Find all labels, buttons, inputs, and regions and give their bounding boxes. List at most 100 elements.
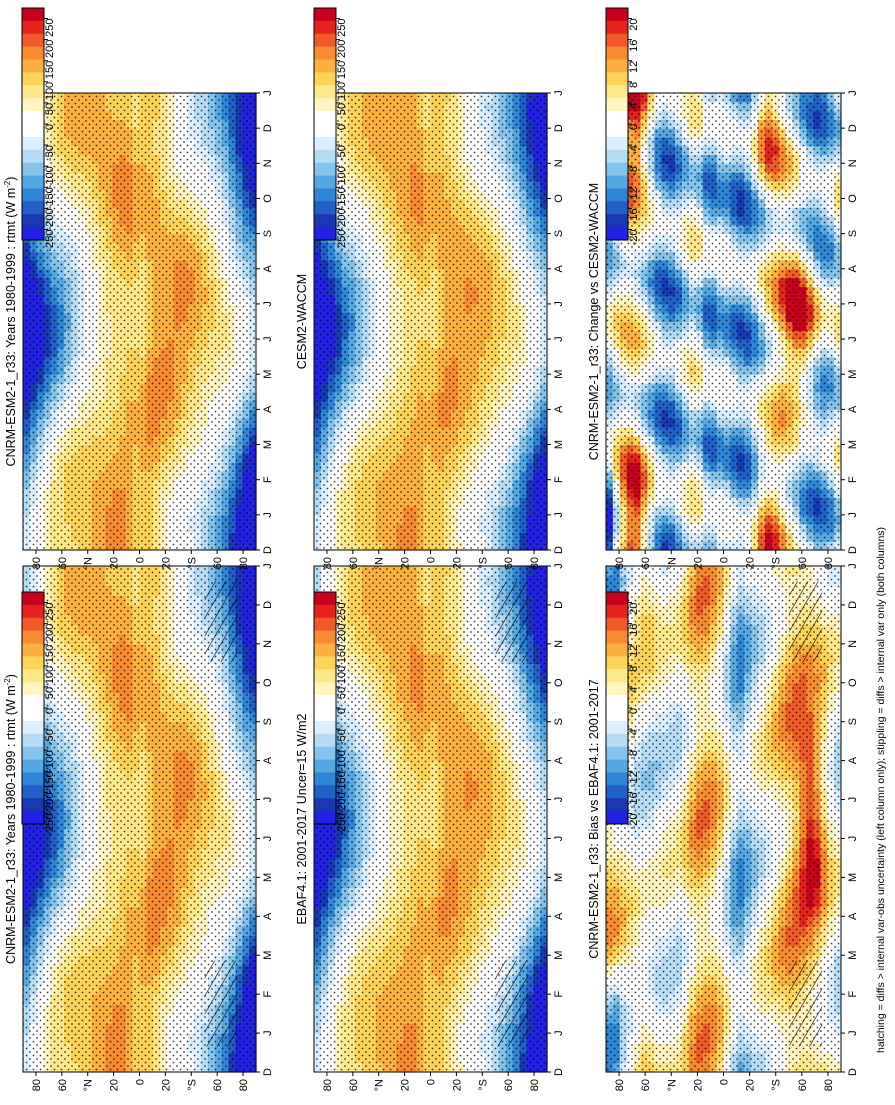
colorbar-swatch <box>314 617 336 632</box>
colorbar-swatch <box>314 643 336 657</box>
x-tick-label: M <box>262 873 274 882</box>
colorbar-label: 150 <box>44 645 56 663</box>
colorbar-label: 100 <box>336 666 348 684</box>
colorbar-swatch <box>22 785 44 799</box>
colorbar-swatch <box>314 759 336 773</box>
x-tick-label: D <box>262 601 274 609</box>
x-tick-label: S <box>262 718 274 725</box>
colorbar-label: -150 <box>336 771 348 793</box>
x-tick-label: A <box>262 756 274 764</box>
colorbar-swatch <box>22 746 44 761</box>
x-tick-label: J <box>262 563 274 569</box>
colorbar-swatch <box>22 643 44 657</box>
colorbar-model: 250 200 150 100 50 0 -50 -100-150-200-250 <box>21 591 56 835</box>
colorbar-swatch <box>314 772 336 786</box>
colorbar-label: -250 <box>44 813 56 835</box>
colorbar-swatch <box>22 682 44 696</box>
colorbar-label: -50 <box>336 729 348 745</box>
x-tick-label: A <box>553 912 565 920</box>
colorbar-swatch <box>22 669 44 683</box>
x-tick-label: A <box>553 756 565 764</box>
colorbar-swatch <box>314 656 336 670</box>
colorbar-swatch <box>314 604 336 619</box>
x-tick-label: N <box>553 640 565 648</box>
colorbar-swatch <box>314 746 336 761</box>
colorbar-swatch <box>22 798 44 812</box>
y-tick-label: 20 <box>400 1079 412 1091</box>
colorbar-swatch <box>314 630 336 645</box>
y-tick-label: °N <box>83 1079 95 1091</box>
x-tick-label: O <box>262 678 274 687</box>
x-tick-label: N <box>262 640 274 648</box>
y-tick-label: 80 <box>529 1079 541 1091</box>
colorbar-swatch <box>22 708 44 722</box>
y-tick-label: 0 <box>135 1079 147 1085</box>
y-tick-label: 20 <box>451 1079 463 1091</box>
x-tick-label: A <box>262 912 274 920</box>
colorbar-swatch <box>314 592 336 606</box>
colorbar-swatch <box>22 695 44 709</box>
colorbar-swatch <box>314 785 336 799</box>
x-tick-label: M <box>553 951 565 960</box>
hatching <box>495 581 529 663</box>
y-tick-label: °S <box>186 1079 198 1091</box>
colorbar-label: -50 <box>44 729 56 745</box>
colorbar-swatch <box>314 708 336 722</box>
panel-title: CNRM-ESM2-1_r33: Years 1980-1999 : rtmt … <box>3 674 18 964</box>
x-tick-label: F <box>553 991 565 998</box>
colorbar-label: -250 <box>336 813 348 835</box>
y-tick-label: 80 <box>238 1079 250 1091</box>
y-tick-label: 0 <box>426 1079 438 1085</box>
x-tick-label: J <box>553 797 565 803</box>
colorbar-label: 100 <box>44 666 56 684</box>
y-tick-label: °S <box>477 1079 489 1091</box>
colorbar-label: -200 <box>44 792 56 814</box>
x-tick-label: M <box>553 873 565 882</box>
colorbar-label: -100 <box>336 750 348 772</box>
colorbar-label: 0 <box>44 708 56 714</box>
colorbar-swatch <box>22 811 44 825</box>
y-tick-label: 60 <box>57 1079 69 1091</box>
panel-title: EBAF4.1: 2001-2017 Uncer=15 W/m2 <box>295 714 309 925</box>
colorbar-swatch <box>22 617 44 632</box>
colorbar-label: -150 <box>44 771 56 793</box>
x-tick-label: S <box>553 718 565 725</box>
colorbar-swatch <box>22 630 44 645</box>
colorbar-label: 0 <box>336 708 348 714</box>
x-tick-label: J <box>553 563 565 569</box>
y-tick-label: 80 <box>322 1079 334 1091</box>
colorbar-swatch <box>314 798 336 812</box>
panel-model: 80 60 °N 20 0 20 °S 60 80DJFMAMJJASONDJCNRM-ESM2… <box>3 563 274 1091</box>
colorbar-swatch <box>22 772 44 786</box>
x-tick-label: J <box>262 1030 274 1036</box>
colorbar-swatch <box>314 669 336 683</box>
x-tick-label: J <box>553 1030 565 1036</box>
colorbar-swatch <box>314 720 336 735</box>
colorbar-label: 200 <box>336 624 348 642</box>
x-tick-label: J <box>262 797 274 803</box>
x-tick-label: D <box>553 1068 565 1076</box>
colorbar-swatch <box>314 682 336 696</box>
colorbar-swatch <box>22 656 44 670</box>
colorbar-label: -200 <box>336 792 348 814</box>
hatching <box>495 960 529 1047</box>
y-tick-label: 20 <box>160 1079 172 1091</box>
colorbar-label: 250 <box>336 603 348 621</box>
hatching <box>204 960 238 1047</box>
figure-root: 80 60 °N 20 0 20 °S 60 80DJFMAMJJASONDJCNRM-ESM2… <box>3 7 859 1091</box>
x-tick-label: F <box>262 991 274 998</box>
x-tick-label: M <box>262 951 274 960</box>
y-tick-label: °N <box>374 1079 386 1091</box>
colorbar-label: 50 <box>44 687 56 699</box>
x-tick-label: D <box>553 601 565 609</box>
colorbar-swatch <box>314 811 336 825</box>
colorbar-swatch <box>314 695 336 709</box>
y-tick-label: 60 <box>348 1079 360 1091</box>
x-tick-label: J <box>553 836 565 842</box>
colorbar-label: -100 <box>44 750 56 772</box>
colorbar-label: 250 <box>44 603 56 621</box>
colorbar-label: 200 <box>44 624 56 642</box>
colorbar-label: 150 <box>336 645 348 663</box>
